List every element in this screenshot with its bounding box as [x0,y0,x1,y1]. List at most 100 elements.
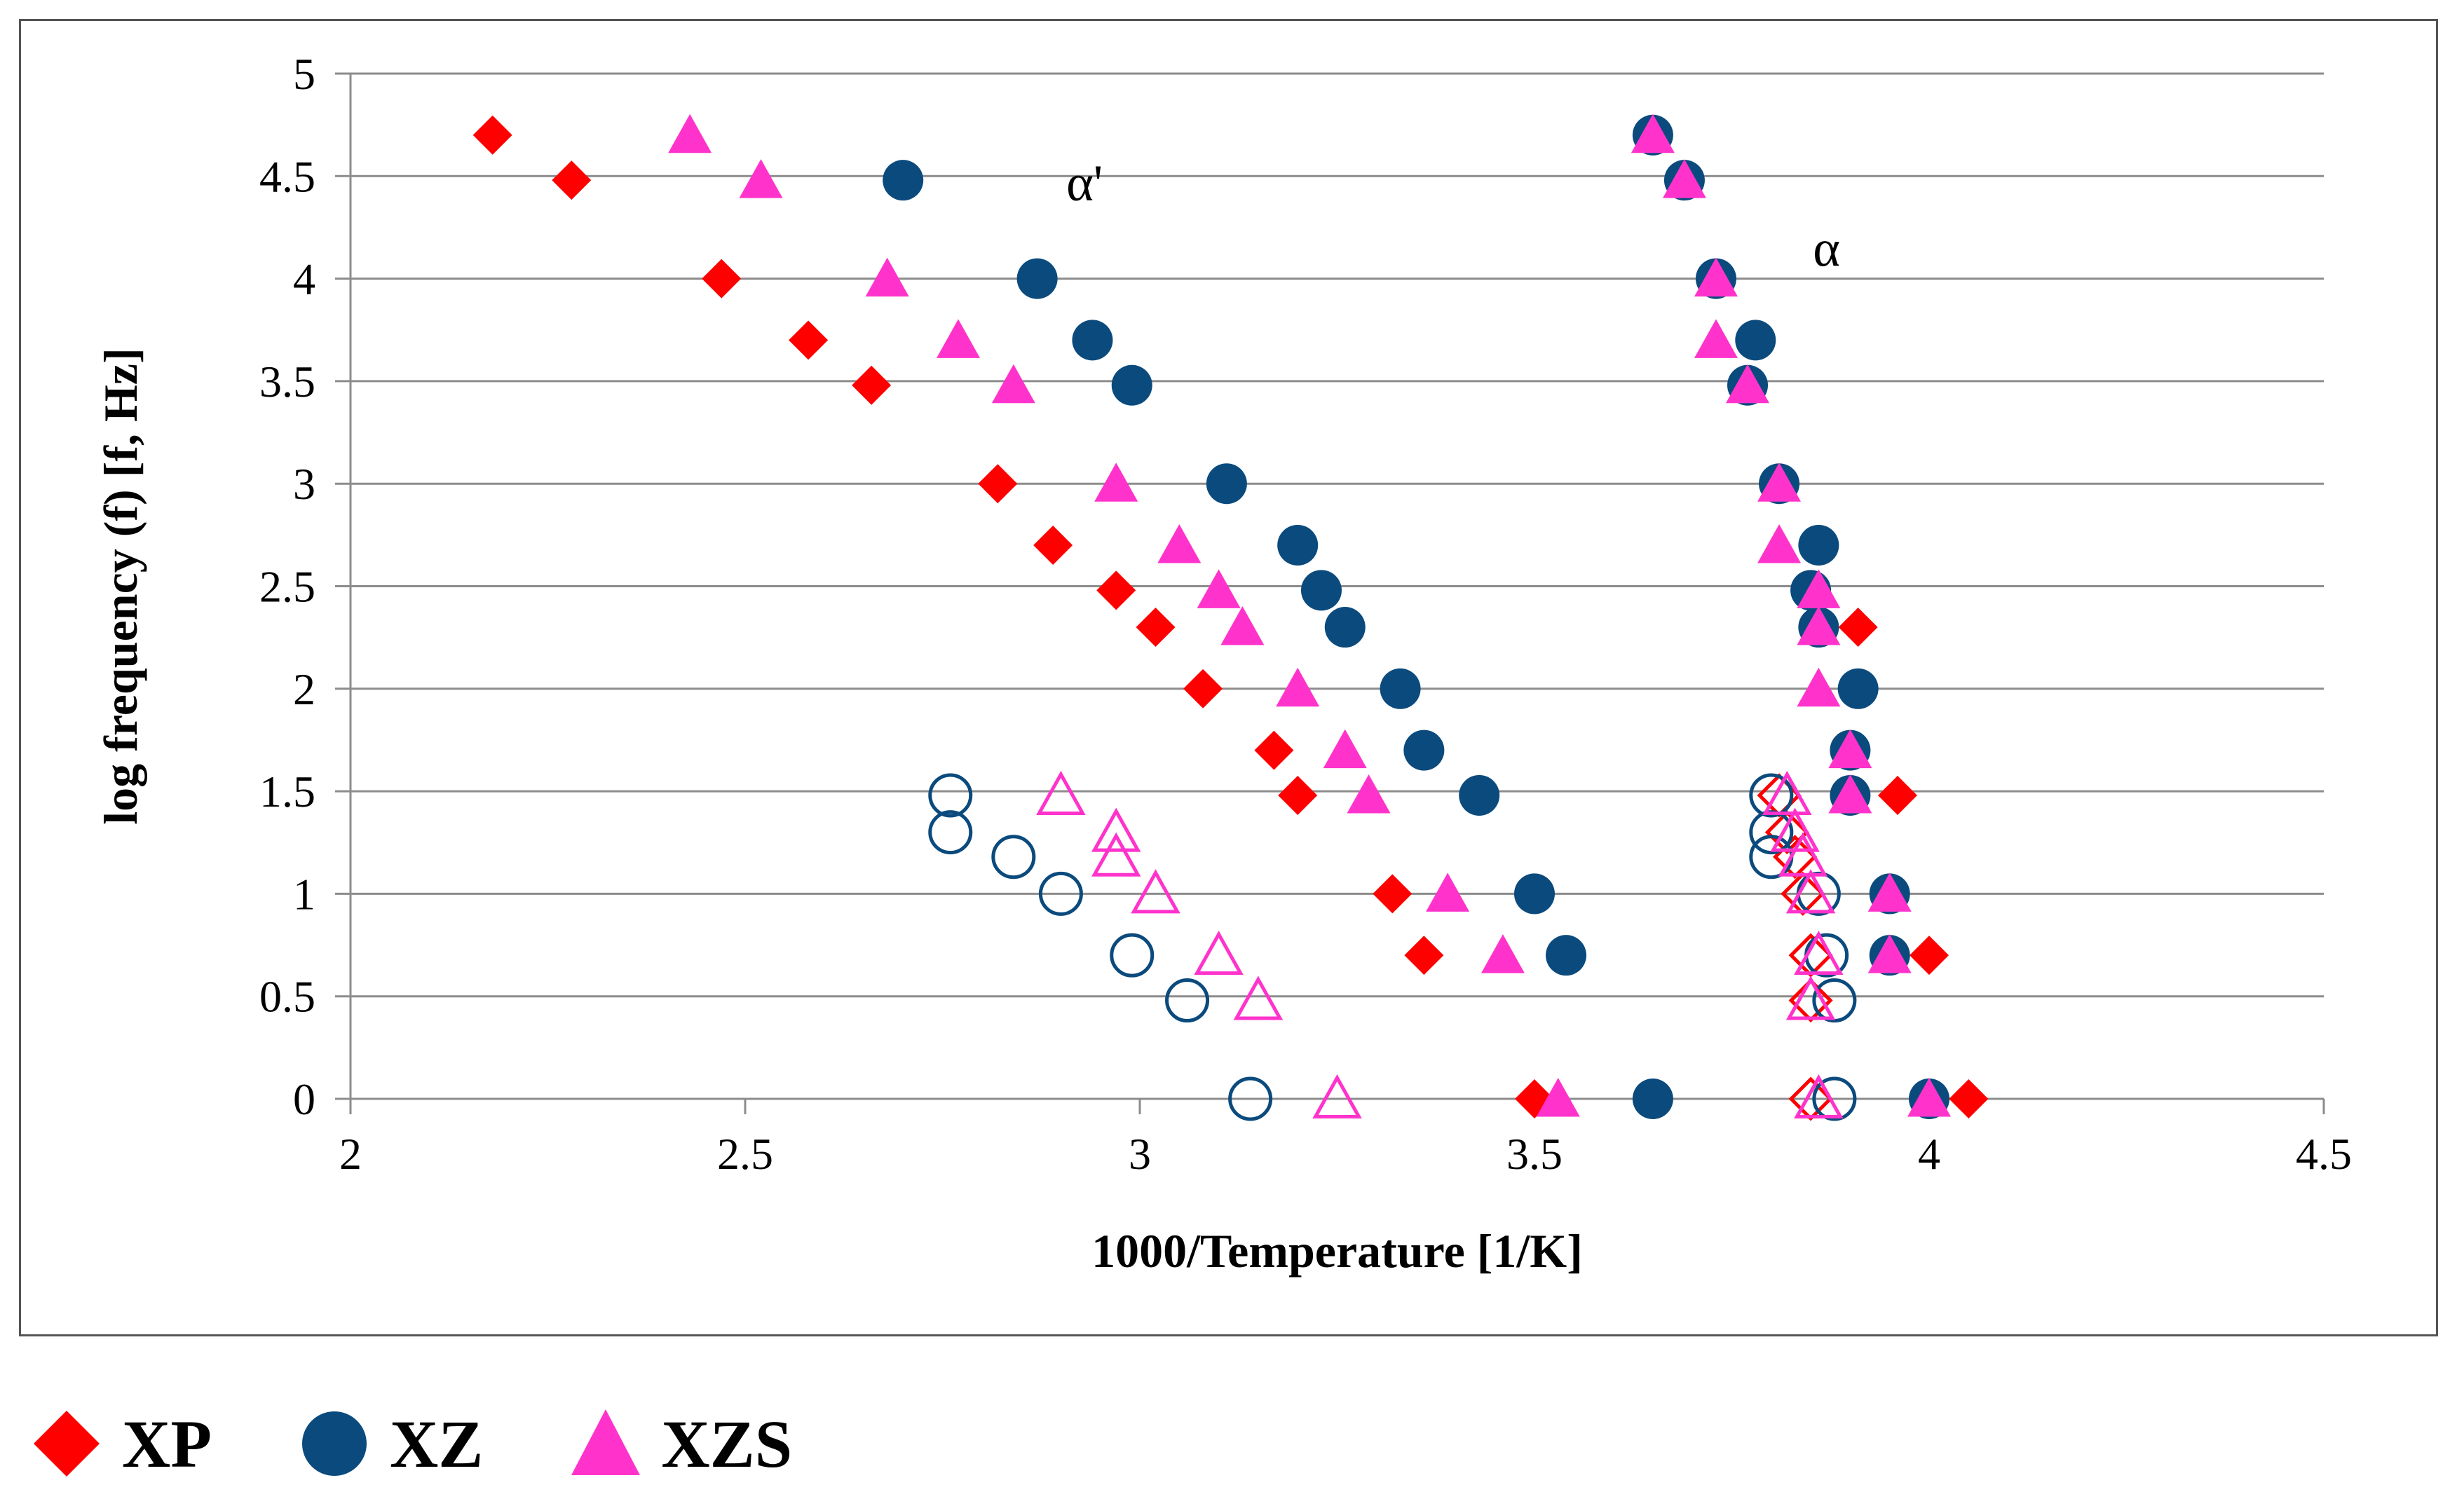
y-axis-title: log frequency (f) [f, Hz] [94,348,147,824]
point-xz [1324,607,1366,648]
y-tick-label: 1 [293,869,315,919]
point-xzs [1797,569,1841,608]
point-xzs [1694,257,1738,297]
x-tick-label: 3 [1129,1129,1151,1179]
point-xp [789,320,829,360]
point-xp [472,115,512,155]
point-xzs [1694,319,1738,358]
point-xzs [1662,159,1706,198]
point-xz [1459,774,1500,816]
point-xp [1183,669,1223,708]
y-tick-label: 1.5 [259,767,315,816]
y-tick-label: 4 [293,254,315,304]
point-xzs [1536,1078,1580,1117]
x-tick-label: 4 [1918,1129,1940,1179]
legend-marker-xp [34,1411,100,1477]
legend-item-xp: XP [28,1405,212,1483]
point-xz [1380,668,1421,709]
point-xzs [1323,729,1367,769]
point-xzs [1426,872,1470,912]
legend-marker-xzs [571,1409,641,1475]
y-tick-label: 4.5 [259,151,315,201]
point-xp [702,259,742,299]
legend-label-xz: XZ [389,1406,484,1481]
point-xp [1404,936,1444,976]
point-xz [1111,364,1152,406]
point-xzs [1197,569,1241,608]
point-xz [1546,935,1587,976]
point-xz [1798,524,1839,566]
point-xzs-open [1036,770,1086,815]
legend-item-xzs: XZS [567,1405,792,1483]
point-xp [1838,608,1878,648]
diamond-marker-icon [34,1411,100,1477]
point-xzs [1757,523,1802,563]
point-xz [1072,320,1113,361]
annotation-alpha: α [1813,221,1840,278]
point-xz-open [1228,1076,1273,1121]
point-xz-open [1812,978,1857,1023]
point-xp [1033,525,1073,565]
point-xzs-open [1091,807,1141,852]
legend-marker-xz [301,1411,367,1476]
point-xz-open [1749,810,1794,855]
point-xz [1514,873,1555,915]
point-xzs [991,364,1035,404]
point-xzs [1867,934,1912,973]
point-xzs-open [1233,976,1284,1020]
y-tick-label: 2.5 [259,562,315,612]
point-xzs [1347,774,1391,814]
point-xzs-open [1762,770,1812,815]
y-tick-label: 5 [293,49,315,99]
x-tick-label: 4.5 [2296,1129,2352,1179]
x-axis-title: 1000/Temperature [1/K] [1091,1224,1583,1278]
x-tick-label: 2 [339,1129,362,1179]
triangle-marker-icon [571,1409,641,1475]
axis-layer [335,72,2325,1114]
annotation-alpha-prime: α' [1066,155,1103,212]
point-xzs [1797,606,1841,645]
point-xz-open [928,810,973,855]
point-xz [1632,1079,1673,1119]
point-xz [1277,524,1319,566]
point-xzs [1797,667,1841,707]
point-xz [1403,730,1445,771]
point-xz [1300,570,1342,611]
point-xp [1910,936,1949,976]
point-xzs-open [1785,976,1836,1020]
point-xp [1877,775,1917,815]
point-xzs [865,257,909,297]
point-xz [1735,320,1776,361]
point-xzs-open [1778,832,1828,877]
chart-plot: 0 0.5 1 1.5 2 2.5 3 3.5 4 4.5 5 2 2.5 3 3.5 4 4.5 1000/T… [94,49,2352,1278]
point-xp [1949,1079,1989,1118]
point-xzs [1828,729,1872,769]
legend-label-xp: XP [122,1406,212,1481]
point-xz [1206,463,1247,505]
legend: XP XZ XZS [28,1391,876,1496]
point-xz-open [1038,871,1083,916]
point-xzs [1481,934,1525,973]
circle-marker-icon [301,1411,367,1476]
x-tick-label: 2.5 [717,1129,773,1179]
point-xz-open [1165,978,1210,1023]
point-xzs [1157,523,1202,563]
y-tick-label: 0.5 [259,972,315,1022]
point-xz-open [1804,933,1849,978]
point-xzs [1867,872,1912,912]
point-xp [1278,775,1318,815]
y-tick-label: 2 [293,664,315,714]
point-xzs [1220,606,1265,645]
point-xz [1016,258,1058,299]
y-tick-label: 3 [293,459,315,509]
point-xzs-open [1194,931,1244,976]
grid-layer [350,72,2324,998]
x-tick-label: 3.5 [1506,1129,1563,1179]
point-xp [552,160,592,200]
point-xzs [1276,667,1320,707]
point-xzs [668,114,712,153]
point-xp [1136,608,1176,648]
point-xp [1254,730,1294,770]
point-xzs [1631,114,1675,153]
point-xz-open [991,835,1036,879]
